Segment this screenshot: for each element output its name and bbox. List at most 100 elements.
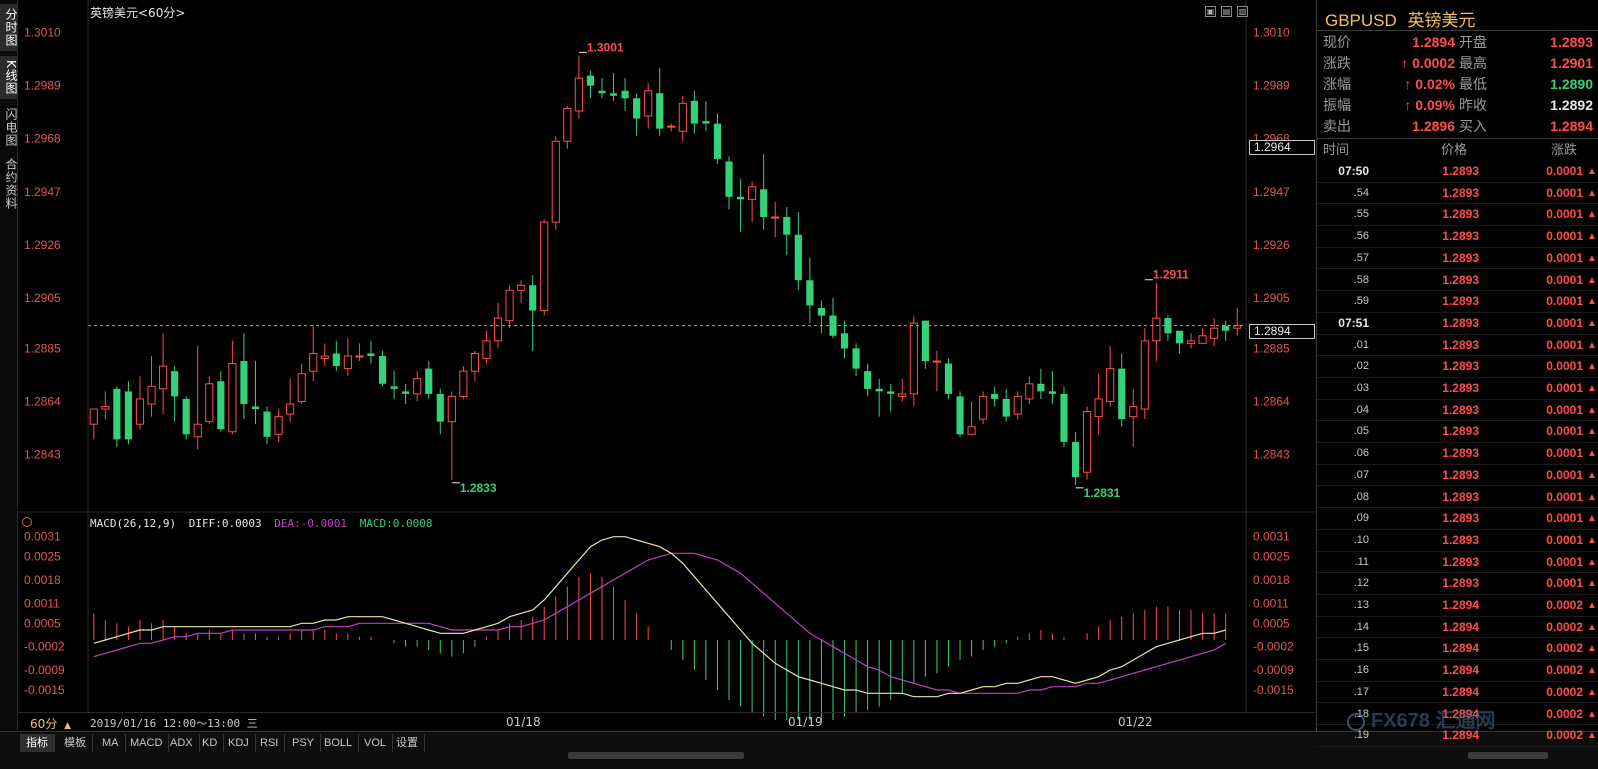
tick-row: .10 1.2893 0.0001 ▲ — [1317, 530, 1598, 552]
tab-kd[interactable]: KD — [196, 734, 225, 752]
tick-price: 1.2893 — [1442, 185, 1479, 200]
candle-body-up — [748, 186, 757, 200]
arrow-up-icon: ▲ — [1587, 730, 1597, 742]
quote-value: 1.2894 — [1550, 118, 1593, 134]
macd-tick-label: 0.0005 — [1253, 616, 1290, 630]
tick-price: 1.2893 — [1442, 511, 1479, 526]
tab-template[interactable]: 模板 — [58, 734, 93, 752]
restore-icon[interactable]: ▤ — [1221, 6, 1232, 17]
globe-icon — [1347, 712, 1365, 731]
tick-change: 0.0001 — [1546, 229, 1583, 244]
candle-body-up — [147, 385, 156, 405]
candle-body-down — [702, 121, 710, 124]
tab-flash-chart[interactable]: 闪电图 — [4, 108, 18, 147]
tab-settings[interactable]: 设置 — [390, 734, 425, 752]
price-tick-label: 1.2905 — [24, 291, 61, 305]
candle-body-up — [1198, 335, 1207, 344]
tick-time: .12 — [1353, 577, 1369, 590]
tick-time: .04 — [1353, 403, 1369, 416]
tick-row: .57 1.2893 0.0001 ▲ — [1317, 248, 1598, 270]
kline-chart[interactable]: 1.3010 1.2989 1.2968 1.2947 1.2926 1.2905 1.28… — [18, 0, 1315, 730]
tick-row: .03 1.2893 0.0001 ▲ — [1317, 378, 1598, 400]
macd-header: MACD(26,12,9) DIFF:0.0003 DEA:-0.0001 MA… — [90, 517, 439, 530]
candle-body-up — [413, 378, 422, 395]
tick-row: 07:51 1.2893 0.0001 ▲ — [1317, 313, 1598, 335]
tick-price: 1.2893 — [1442, 424, 1479, 439]
candle-body-up — [205, 383, 214, 423]
quote-row: 振幅 ↑ 0.09% 昨收 1.2892 — [1317, 95, 1598, 116]
tab-boll[interactable]: BOLL — [318, 734, 360, 752]
tab-contract-info[interactable]: 合约资料 — [4, 158, 18, 210]
tab-rsi[interactable]: RSI — [254, 734, 286, 752]
tick-price: 1.2893 — [1442, 489, 1479, 504]
tick-price: 1.2893 — [1442, 207, 1479, 222]
candle-body-down — [182, 398, 190, 435]
quote-value: ↑ 0.02% — [1404, 76, 1455, 92]
macd-name: MACD(26,12,9) — [90, 517, 177, 530]
tick-scrollbar[interactable] — [1468, 752, 1548, 759]
candle-body-up — [101, 406, 110, 410]
arrow-up-icon: ▲ — [1587, 339, 1597, 351]
tick-time: .06 — [1353, 447, 1369, 460]
horizontal-scrollbar[interactable] — [568, 752, 744, 759]
candle-body-down — [1222, 325, 1230, 331]
candle-body-down — [944, 363, 953, 394]
indicator-settings-icon[interactable] — [22, 517, 32, 527]
arrow-up-icon: ▲ — [1587, 404, 1597, 416]
tab-ma[interactable]: MA — [96, 734, 126, 752]
macd-dea: DEA:-0.0001 — [274, 517, 348, 530]
candle-body-down — [240, 361, 248, 404]
candle-body-down — [378, 356, 387, 384]
tab-kline-chart[interactable]: K线图 — [0, 56, 18, 99]
arrow-up-icon: ▲ — [1587, 166, 1597, 177]
tick-row: .16 1.2894 0.0002 ▲ — [1317, 660, 1598, 682]
tab-macd[interactable]: MACD — [124, 734, 170, 752]
candle-body-up — [517, 284, 526, 291]
candle-body-up — [320, 355, 329, 360]
tab-indicator[interactable]: 指标 — [20, 734, 55, 752]
symbol-name: 英镑美元 — [1407, 11, 1476, 30]
tick-change: 0.0002 — [1546, 706, 1583, 721]
tick-change: 0.0001 — [1546, 424, 1583, 439]
tick-time: .17 — [1353, 685, 1369, 698]
cursor-time: 2019/01/16 12:00～13:00 三 — [90, 717, 258, 730]
tick-price: 1.2893 — [1442, 402, 1479, 417]
arrow-up-icon: ▲ — [1587, 361, 1597, 373]
tab-psy[interactable]: PSY — [286, 734, 322, 752]
candle-body-down — [425, 368, 433, 394]
tick-change: 0.0001 — [1546, 467, 1583, 482]
symbol-header: GBPUSD 英镑美元 — [1325, 6, 1476, 31]
candle-body-down — [367, 353, 375, 356]
candle-body-down — [783, 217, 791, 235]
candle-body-down — [390, 386, 398, 389]
candle-body-down — [1118, 368, 1126, 420]
maximize-icon[interactable]: ▥ — [1237, 6, 1248, 17]
tab-adx[interactable]: ADX — [164, 734, 200, 752]
quote-row: 涨跌 ↑ 0.0002 最高 1.2901 — [1317, 53, 1598, 74]
tab-vol[interactable]: VOL — [358, 734, 394, 752]
tick-price: 1.2893 — [1442, 554, 1479, 569]
price-tick-label: 1.2947 — [1253, 185, 1290, 199]
macd-tick-label: 0.0005 — [24, 616, 61, 630]
macd-tick-label: 0.0018 — [24, 573, 61, 587]
price-tick-label: 1.2905 — [1253, 291, 1290, 305]
period-selector[interactable]: 60分 ▲ — [30, 715, 71, 732]
tab-time-chart[interactable]: 分时图 — [0, 4, 18, 51]
tick-price: 1.2893 — [1442, 446, 1479, 461]
layout-icon[interactable]: ▣ — [1205, 6, 1216, 17]
tick-time: 07:51 — [1338, 315, 1369, 330]
date-label-1: 01/18 — [506, 715, 541, 729]
tick-row: .12 1.2893 0.0001 ▲ — [1317, 573, 1598, 595]
price-tick-label: 1.2843 — [1253, 448, 1290, 462]
macd-diff: DIFF:0.0003 — [188, 517, 262, 530]
quote-label: 昨收 — [1459, 97, 1487, 113]
quote-value: 1.2893 — [1550, 34, 1593, 50]
tick-change: 0.0001 — [1546, 511, 1583, 526]
tick-change: 0.0001 — [1546, 250, 1583, 265]
candle-body-down — [817, 308, 826, 316]
candle-body-up — [667, 125, 676, 128]
period-label: 60分 — [30, 717, 58, 731]
candle-body-up — [979, 395, 988, 420]
tick-row: .02 1.2893 0.0001 ▲ — [1317, 356, 1598, 378]
tab-kdj[interactable]: KDJ — [222, 734, 256, 752]
